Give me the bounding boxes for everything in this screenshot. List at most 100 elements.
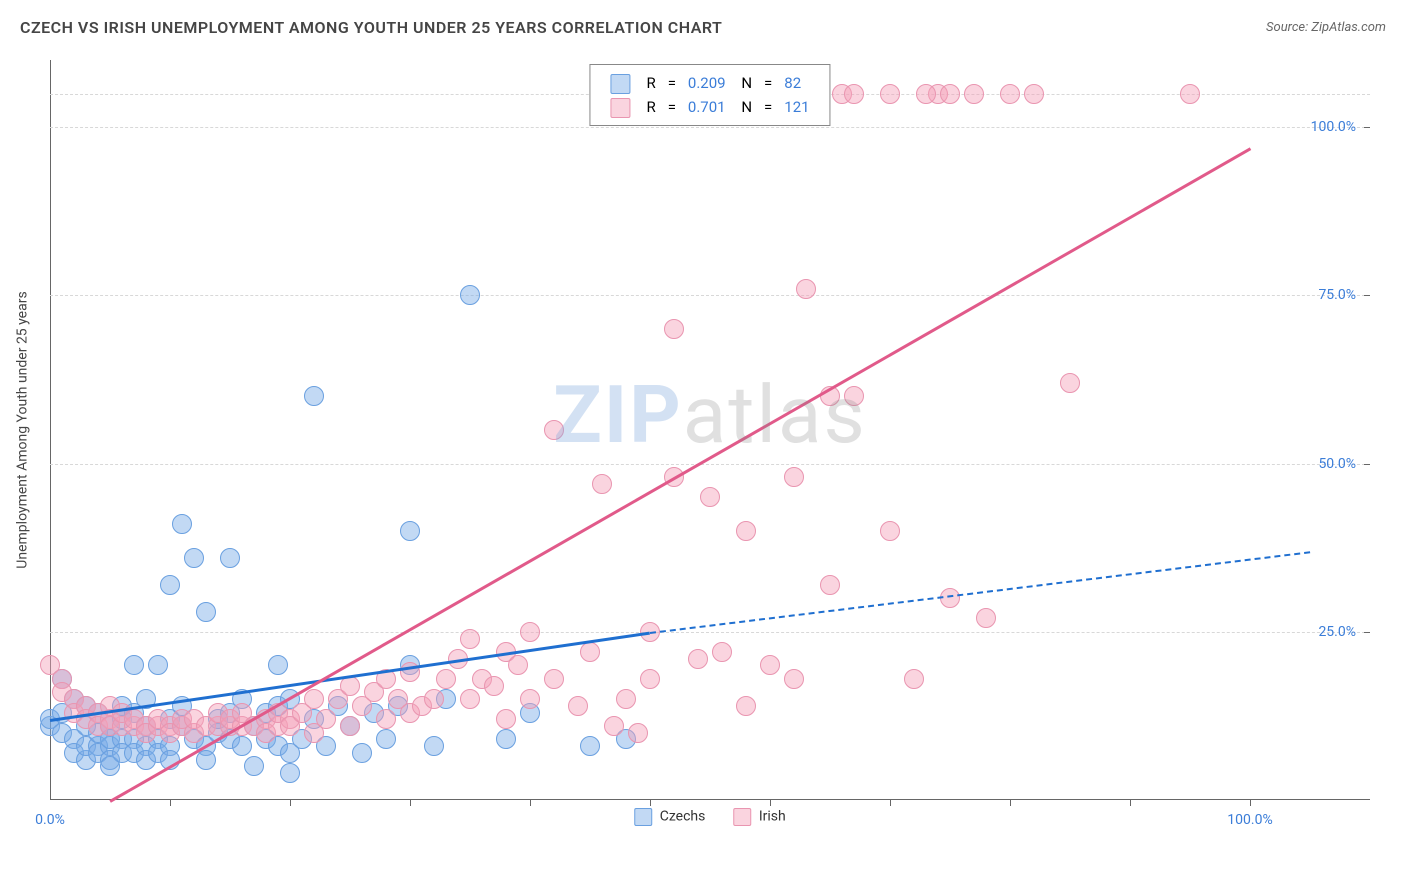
irish-point bbox=[580, 642, 600, 662]
irish-point bbox=[640, 669, 660, 689]
x-tick-mark bbox=[650, 800, 651, 806]
czechs-point bbox=[496, 729, 516, 749]
x-tick-mark bbox=[410, 800, 411, 806]
irish-swatch-icon bbox=[610, 98, 630, 118]
irish-point bbox=[568, 696, 588, 716]
irish-point bbox=[604, 716, 624, 736]
legend-item-czechs: Czechs bbox=[634, 808, 705, 826]
irish-point bbox=[916, 84, 936, 104]
czechs-point bbox=[196, 602, 216, 622]
czechs-point bbox=[268, 655, 288, 675]
irish-point bbox=[1000, 84, 1020, 104]
y-tick-label: 50.0% bbox=[1318, 456, 1364, 472]
irish-point bbox=[508, 655, 528, 675]
czechs-point bbox=[172, 514, 192, 534]
irish-point bbox=[544, 669, 564, 689]
x-tick-mark bbox=[1130, 800, 1131, 806]
y-tick-label: 75.0% bbox=[1318, 287, 1364, 303]
irish-point bbox=[940, 84, 960, 104]
watermark-bold: ZIP bbox=[553, 368, 683, 462]
czechs-point bbox=[352, 743, 372, 763]
irish-point bbox=[496, 709, 516, 729]
irish-point bbox=[664, 319, 684, 339]
scatter-plot-area: ZIPatlas R= 0.209 N= 82 R= 0.701 N= 121 bbox=[50, 60, 1370, 800]
irish-swatch-icon bbox=[733, 808, 751, 826]
x-tick-mark bbox=[530, 800, 531, 806]
irish-point bbox=[460, 629, 480, 649]
irish-point bbox=[436, 669, 456, 689]
irish-point bbox=[880, 521, 900, 541]
x-tick-label-max: 100.0% bbox=[1227, 812, 1272, 828]
irish-point bbox=[712, 642, 732, 662]
x-tick-mark bbox=[1010, 800, 1011, 806]
irish-point bbox=[424, 689, 444, 709]
irish-point bbox=[796, 279, 816, 299]
series-legend: Czechs Irish bbox=[634, 808, 786, 826]
czechs-point bbox=[196, 750, 216, 770]
irish-point bbox=[460, 689, 480, 709]
stats-legend: R= 0.209 N= 82 R= 0.701 N= 121 bbox=[589, 64, 830, 126]
x-tick-mark bbox=[890, 800, 891, 806]
irish-point bbox=[736, 521, 756, 541]
x-tick-mark bbox=[290, 800, 291, 806]
grid-line bbox=[50, 632, 1370, 633]
irish-legend-label: Irish bbox=[759, 809, 786, 825]
irish-point bbox=[484, 676, 504, 696]
x-axis-line bbox=[50, 799, 1370, 800]
czechs-point bbox=[184, 548, 204, 568]
czechs-n-value: 82 bbox=[778, 71, 815, 95]
irish-point bbox=[784, 669, 804, 689]
irish-point bbox=[760, 655, 780, 675]
x-tick-mark bbox=[1250, 800, 1251, 806]
x-tick-mark bbox=[170, 800, 171, 806]
irish-point bbox=[844, 84, 864, 104]
chart-title: CZECH VS IRISH UNEMPLOYMENT AMONG YOUTH … bbox=[20, 18, 722, 37]
czechs-point bbox=[148, 655, 168, 675]
czechs-point bbox=[124, 655, 144, 675]
y-axis-label-container: Unemployment Among Youth under 25 years bbox=[8, 60, 38, 800]
czechs-point bbox=[460, 285, 480, 305]
y-tick-mark bbox=[1364, 632, 1370, 633]
irish-point bbox=[904, 669, 924, 689]
y-tick-mark bbox=[1364, 464, 1370, 465]
czechs-point bbox=[580, 736, 600, 756]
irish-point bbox=[700, 487, 720, 507]
czechs-swatch-icon bbox=[610, 74, 630, 94]
y-tick-label: 100.0% bbox=[1311, 119, 1364, 135]
y-axis-label: Unemployment Among Youth under 25 years bbox=[15, 291, 31, 568]
czechs-point bbox=[400, 521, 420, 541]
grid-line bbox=[50, 464, 1370, 465]
source-attribution: Source: ZipAtlas.com bbox=[1266, 20, 1386, 35]
irish-n-value: 121 bbox=[778, 95, 815, 119]
irish-point bbox=[376, 709, 396, 729]
grid-line bbox=[50, 127, 1370, 128]
irish-point bbox=[1180, 84, 1200, 104]
czechs-legend-label: Czechs bbox=[660, 809, 706, 825]
irish-point bbox=[688, 649, 708, 669]
legend-item-irish: Irish bbox=[733, 808, 785, 826]
watermark: ZIPatlas bbox=[553, 368, 866, 462]
y-tick-mark bbox=[1364, 127, 1370, 128]
irish-point bbox=[976, 608, 996, 628]
irish-point bbox=[736, 696, 756, 716]
czechs-point bbox=[304, 386, 324, 406]
y-tick-label: 25.0% bbox=[1318, 624, 1364, 640]
czechs-point bbox=[232, 736, 252, 756]
czechs-r-value: 0.209 bbox=[682, 71, 732, 95]
grid-line bbox=[50, 295, 1370, 296]
irish-point bbox=[940, 588, 960, 608]
czechs-point bbox=[280, 763, 300, 783]
irish-point bbox=[544, 420, 564, 440]
czechs-point bbox=[376, 729, 396, 749]
irish-trend-line bbox=[109, 148, 1250, 803]
irish-point bbox=[784, 467, 804, 487]
y-axis-line bbox=[50, 60, 51, 800]
irish-point bbox=[520, 622, 540, 642]
irish-point bbox=[964, 84, 984, 104]
czechs-point bbox=[160, 575, 180, 595]
irish-point bbox=[1060, 373, 1080, 393]
irish-point bbox=[844, 386, 864, 406]
irish-point bbox=[628, 723, 648, 743]
irish-point bbox=[520, 689, 540, 709]
x-tick-label-min: 0.0% bbox=[35, 812, 65, 828]
